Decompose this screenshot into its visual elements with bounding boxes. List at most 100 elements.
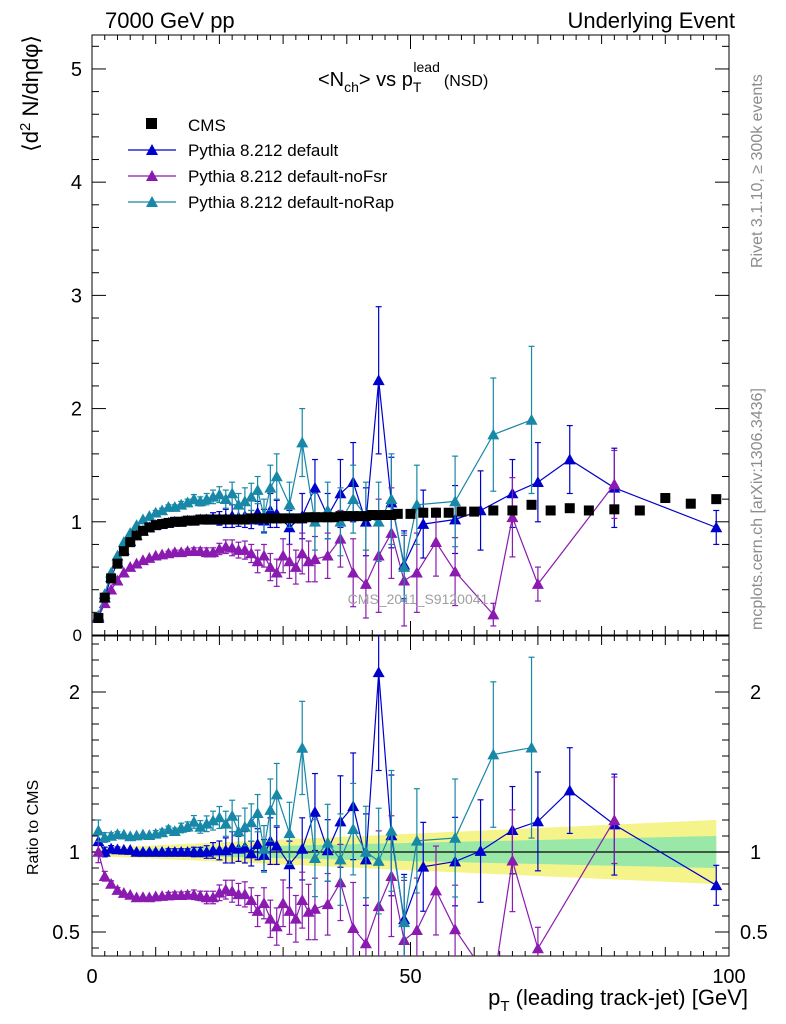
ratio-line-default (97, 672, 717, 920)
data-point-cms (316, 512, 327, 523)
ratio-point-default (417, 860, 430, 872)
ratio-point-nofsr (92, 846, 105, 857)
data-point-cms (386, 510, 397, 520)
ratio-point-nofsr (608, 814, 621, 826)
data-point-cms (564, 503, 575, 514)
main-y-tick-4: 4 (71, 172, 82, 194)
data-point-cms (430, 507, 441, 518)
main-y-tick-3: 3 (71, 285, 82, 307)
data-point-cms (545, 505, 556, 516)
data-point-cms (169, 516, 180, 527)
plot-title-tail: (NSD) (444, 73, 488, 90)
data-point-cms (360, 511, 371, 522)
data-point-cms (182, 515, 193, 526)
data-point-norap (410, 498, 423, 510)
axis-ticks (91, 35, 730, 956)
ratio-point-norap (372, 855, 385, 866)
data-point-norap (347, 493, 360, 504)
data-point-default (308, 481, 321, 493)
data-point-cms (284, 513, 295, 524)
data-point-default (531, 476, 544, 487)
data-point-norap (525, 413, 538, 425)
data-point-nofsr (531, 578, 544, 589)
data-point-norap (398, 561, 411, 572)
data-point-norap (251, 484, 264, 495)
data-point-norap (372, 515, 385, 527)
data-point-cms (418, 507, 429, 518)
data-point-nofsr (207, 546, 220, 558)
ratio-point-default (474, 845, 487, 856)
data-point-cms (144, 522, 155, 533)
data-point-cms (195, 514, 206, 525)
data-point-cms (176, 516, 187, 527)
data-point-cms (405, 508, 416, 519)
data-point-cms (99, 592, 110, 603)
data-point-norap (296, 436, 309, 448)
data-point-norap (136, 513, 149, 525)
data-point-nofsr (105, 583, 118, 595)
header-left: 7000 GeV pp (105, 8, 235, 33)
ratio-y-tick-1-right: 1 (750, 842, 761, 864)
ratio-point-norap (245, 816, 258, 828)
data-point-nofsr (449, 565, 462, 577)
data-point-cms (220, 514, 231, 525)
ratio-y-tick-2-right: 2 (750, 682, 761, 704)
ratio-point-default (251, 838, 264, 850)
data-point-cms (322, 512, 333, 523)
data-point-nofsr (296, 547, 309, 559)
legend-marker-cms (146, 118, 157, 129)
data-point-cms (373, 510, 384, 520)
ratio-point-nofsr (124, 888, 137, 900)
ratio-point-default (270, 839, 283, 851)
data-point-cms (583, 505, 594, 516)
legend-label-cms: CMS (188, 116, 226, 135)
ratio-y-axis-label: Ratio to CMS (25, 780, 42, 875)
ratio-point-nofsr (308, 902, 321, 914)
ratio-point-norap (181, 820, 194, 832)
ratio-point-nofsr (531, 942, 544, 954)
data-point-cms (488, 505, 499, 516)
data-point-cms (348, 511, 359, 522)
data-point-norap (213, 488, 226, 500)
ratio-point-norap (296, 741, 309, 753)
data-point-cms (609, 504, 620, 515)
data-point-norap (156, 504, 169, 516)
data-point-norap (181, 496, 194, 508)
data-point-norap (270, 470, 283, 482)
y-axis-label: ⟨d2 N/dηdφ⟩ (17, 35, 43, 152)
x-tick-0: 0 (86, 966, 97, 988)
data-point-cms (392, 508, 403, 519)
ratio-point-norap (226, 809, 239, 821)
x-tick-50: 50 (399, 966, 421, 988)
ratio-point-norap (270, 788, 283, 800)
main-y-tick-1: 1 (71, 512, 82, 534)
data-point-norap (187, 493, 200, 504)
ratio-point-nofsr (251, 905, 264, 916)
ratio-point-nofsr (289, 912, 302, 924)
data-point-cms (278, 513, 289, 524)
data-point-nofsr (251, 555, 264, 567)
data-point-norap (111, 549, 124, 561)
legend-marker-nofsr (146, 170, 158, 181)
ratio-point-norap (525, 741, 538, 753)
ratio-point-norap (251, 807, 264, 818)
data-point-cms (335, 511, 346, 522)
data-point-cms (297, 513, 308, 524)
data-point-default (710, 521, 723, 533)
ratio-point-norap (92, 824, 105, 836)
data-point-norap (226, 487, 239, 499)
plot-title-sub2: T (413, 79, 422, 95)
ratio-point-norap (264, 804, 277, 815)
legend-marker-default (146, 144, 158, 155)
ratio-point-default (531, 815, 544, 827)
main-series-layer (92, 306, 723, 627)
data-point-nofsr (429, 536, 442, 547)
data-point-cms (367, 510, 378, 520)
data-point-cms (354, 511, 365, 522)
data-point-cms (163, 517, 174, 528)
data-point-norap (264, 481, 277, 493)
data-point-cms (290, 513, 301, 524)
ratio-point-nofsr (257, 897, 270, 909)
ratio-point-nofsr (321, 898, 334, 910)
ratio-point-nofsr (226, 885, 239, 897)
